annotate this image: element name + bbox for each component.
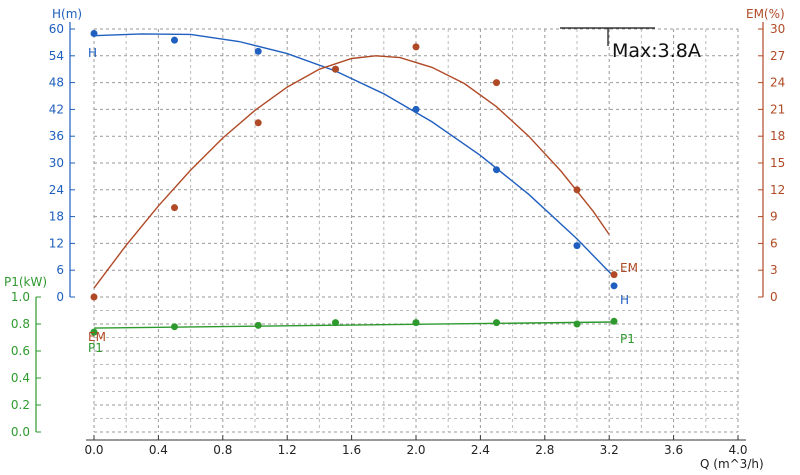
series-p1-point — [412, 319, 420, 327]
series-h-point — [412, 105, 420, 113]
x-axis-tick-label: 0.4 — [149, 443, 168, 457]
em-axis-tick-label: 12 — [770, 183, 785, 197]
series-em-point — [90, 293, 98, 301]
x-axis-title: Q (m^3/h) — [700, 457, 764, 471]
h-axis-tick-label: 54 — [49, 49, 64, 63]
series-em-point — [573, 186, 581, 194]
series-p1-point — [254, 321, 262, 329]
h-axis-tick-label: 24 — [49, 183, 64, 197]
em-axis-tick-label: 9 — [770, 210, 778, 224]
em-axis-tick-label: 18 — [770, 129, 785, 143]
x-axis-tick-label: 1.2 — [278, 443, 297, 457]
x-axis-tick-label: 3.2 — [600, 443, 619, 457]
em-axis-tick-label: 15 — [770, 156, 785, 170]
p1-axis-tick-label: 0.4 — [11, 371, 30, 385]
series-em-curve — [93, 55, 610, 289]
x-axis-tick-label: 0.0 — [84, 443, 103, 457]
em-axis-title: EM(%) — [746, 7, 785, 21]
x-axis-tick-label: 2.8 — [535, 443, 554, 457]
h-axis-tick-label: 48 — [49, 76, 64, 90]
series-p1-point — [90, 328, 98, 336]
em-axis-tick-label: 21 — [770, 102, 785, 116]
em-axis-tick-label: 3 — [770, 263, 778, 277]
series-em-point — [254, 119, 262, 127]
h-axis-tick-label: 30 — [49, 156, 64, 170]
h-axis-tick-label: 36 — [49, 129, 64, 143]
x-axis-tick-label: 3.6 — [664, 443, 683, 457]
series-h-point — [254, 47, 262, 55]
p1-axis-tick-label: 0.0 — [11, 425, 30, 439]
x-axis-tick-label: 2.4 — [471, 443, 490, 457]
series-p1-point — [332, 319, 339, 327]
series-layer — [90, 29, 618, 336]
series-em-point — [412, 43, 420, 51]
h-axis-title: H(m) — [52, 7, 82, 21]
em-axis-tick-label: 27 — [770, 49, 785, 63]
series-em-point — [332, 65, 339, 73]
x-axis-tick-label: 4.0 — [728, 443, 747, 457]
series-em-point — [610, 271, 618, 279]
x-axis-tick-label: 0.8 — [213, 443, 232, 457]
series-h-point — [171, 36, 178, 44]
series-h-point — [90, 29, 98, 37]
curve-label-em-end: EM — [620, 261, 638, 275]
series-h-point — [610, 282, 618, 290]
series-p1-point — [610, 317, 618, 325]
em-axis-tick-label: 0 — [770, 290, 778, 304]
h-axis-tick-label: 60 — [49, 22, 64, 36]
curve-label-p1-end: P1 — [620, 332, 635, 346]
max-current-annotation: Max:3.8A — [612, 40, 701, 62]
series-em-point — [171, 204, 178, 212]
p1-axis-tick-label: 0.2 — [11, 398, 30, 412]
p1-axis-tick-label: 0.8 — [11, 317, 30, 331]
series-em-point — [493, 79, 500, 87]
x-axis-tick-label: 2.0 — [406, 443, 425, 457]
h-axis-tick-label: 6 — [56, 263, 64, 277]
axes: 06121824303642485460H(m)0369121518212427… — [4, 7, 785, 471]
series-p1-point — [493, 319, 500, 327]
grid-lines — [93, 28, 739, 433]
em-axis-tick-label: 24 — [770, 76, 785, 90]
series-h-curve — [93, 33, 615, 278]
p1-axis-tick-label: 1.0 — [11, 290, 30, 304]
series-h-point — [573, 242, 581, 250]
h-axis-tick-label: 18 — [49, 210, 64, 224]
series-p1-point — [171, 323, 178, 331]
x-axis-tick-label: 1.6 — [342, 443, 361, 457]
h-axis-tick-label: 0 — [56, 290, 64, 304]
series-h-point — [493, 166, 500, 174]
curve-label-h-end: H — [620, 293, 629, 307]
em-axis-tick-label: 6 — [770, 236, 778, 250]
curve-label-h-start: H — [88, 46, 97, 60]
curve-label-em-start: EM — [88, 330, 106, 344]
series-p1-point — [573, 320, 581, 328]
p1-axis-title: P1(kW) — [4, 275, 47, 289]
p1-axis-tick-label: 0.6 — [11, 344, 30, 358]
series-p1-curve — [93, 321, 615, 329]
h-axis-tick-label: 42 — [49, 102, 64, 116]
h-axis-tick-label: 12 — [49, 236, 64, 250]
curve-label-p1-start: P1 — [88, 341, 103, 355]
em-axis-tick-label: 30 — [770, 22, 785, 36]
